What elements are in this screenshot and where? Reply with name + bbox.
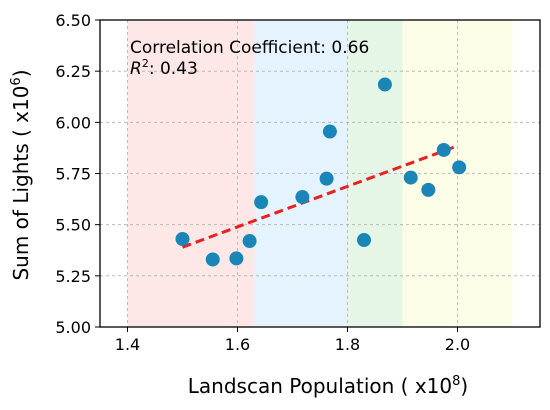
r2-symbol: R (130, 59, 142, 79)
y-tick-label: 5.25 (55, 267, 91, 286)
correlation-annotation: Correlation Coefficient: 0.66 (130, 38, 369, 58)
x-axis-title-exponent: 8 (452, 374, 460, 389)
y-axis-title-suffix: ) (9, 69, 33, 77)
trendline-group (181, 144, 459, 249)
x-tick-label: 2.0 (445, 335, 470, 354)
y-tick-label: 6.25 (55, 62, 91, 81)
data-point (175, 231, 190, 246)
r2-annotation: R2: 0.43 (130, 57, 198, 79)
data-point (205, 252, 220, 267)
data-point (452, 160, 467, 175)
trendline (181, 144, 459, 249)
data-point (436, 142, 451, 157)
x-axis-ticks: 1.4 1.6 1.8 2.0 (115, 327, 470, 354)
data-point (322, 124, 337, 139)
data-point (254, 195, 269, 210)
r2-value: : 0.43 (149, 59, 198, 79)
data-points (175, 77, 467, 267)
x-tick-label: 1.4 (115, 335, 140, 354)
region-3 (347, 20, 403, 327)
y-tick-label: 6.50 (55, 11, 91, 30)
data-point (295, 190, 310, 205)
y-tick-label: 6.00 (55, 113, 91, 132)
y-tick-label: 5.00 (55, 318, 91, 337)
x-tick-label: 1.8 (335, 335, 360, 354)
x-axis-title: Landscan Population ( x108) (188, 374, 468, 398)
y-tick-label: 5.50 (55, 216, 91, 235)
y-axis-title-exponent: 6 (9, 77, 24, 85)
data-point (357, 233, 371, 248)
y-tick-label: 5.75 (55, 165, 91, 184)
data-point (377, 77, 392, 92)
x-tick-label: 1.6 (225, 335, 250, 354)
x-axis-title-suffix: ) (460, 374, 468, 398)
data-point (319, 171, 334, 186)
data-point (229, 251, 244, 266)
y-axis-title: Sum of Lights ( x106) (9, 69, 33, 280)
r2-exponent: 2 (142, 57, 149, 70)
y-axis-title-text: Sum of Lights ( x10 (9, 86, 33, 281)
x-axis-title-text: Landscan Population ( x10 (188, 374, 452, 398)
y-axis-ticks: 5.00 5.25 5.50 5.75 6.00 6.25 6.50 (55, 11, 100, 337)
data-point (242, 234, 257, 249)
data-point (421, 182, 436, 197)
data-point (403, 170, 418, 185)
